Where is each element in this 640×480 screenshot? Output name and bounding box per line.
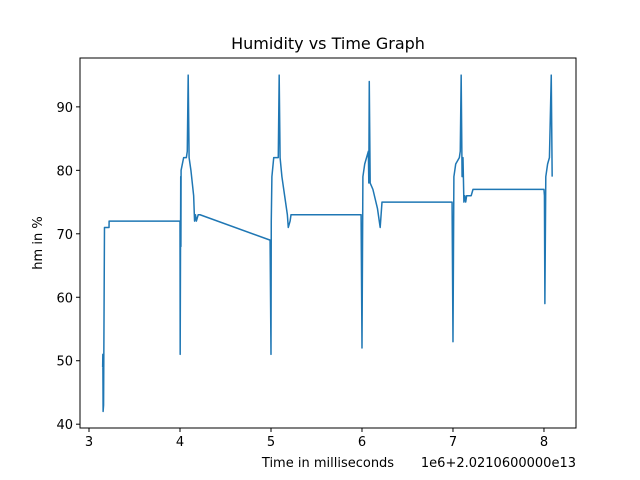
line xyxy=(101,74,553,413)
x-tick-label: 7 xyxy=(449,435,457,450)
y-tick-label: 90 xyxy=(56,101,73,116)
x-offset-text: 1e6+2.0210600000e13 xyxy=(421,456,576,471)
y-tick-label: 50 xyxy=(56,355,73,370)
x-tick-label: 8 xyxy=(540,435,548,450)
y-tick-label: 40 xyxy=(56,418,73,433)
x-tick-label: 4 xyxy=(176,435,184,450)
x-tick-label: 3 xyxy=(85,435,93,450)
y-tick-label: 80 xyxy=(56,164,73,179)
x-tick-label: 5 xyxy=(267,435,275,450)
y-tick-label: 60 xyxy=(56,291,73,306)
y-axis-label: hm in % xyxy=(31,216,46,269)
plot-frame xyxy=(79,57,577,429)
x-tick-label: 6 xyxy=(358,435,366,450)
chart-title: Humidity vs Time Graph xyxy=(231,34,425,53)
y-tick-label: 70 xyxy=(56,228,73,243)
x-axis-label: Time in milliseconds xyxy=(261,456,394,471)
